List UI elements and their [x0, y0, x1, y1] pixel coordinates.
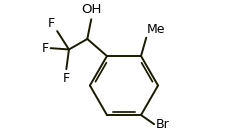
Text: OH: OH: [81, 3, 101, 16]
Text: F: F: [48, 17, 55, 30]
Text: F: F: [63, 72, 70, 85]
Text: Me: Me: [147, 23, 165, 36]
Text: Br: Br: [155, 118, 169, 131]
Text: F: F: [42, 42, 49, 55]
